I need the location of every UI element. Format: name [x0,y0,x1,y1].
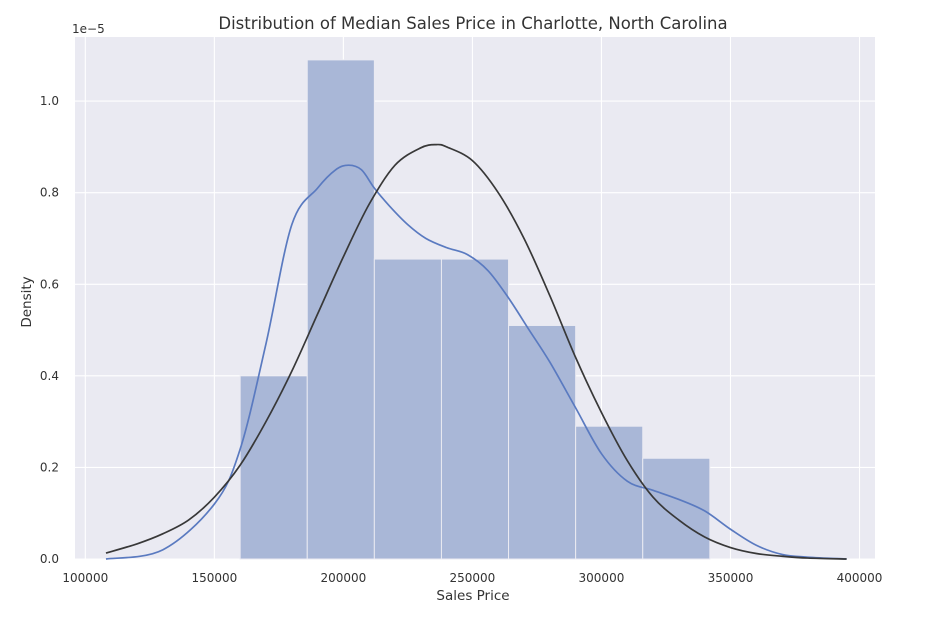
histogram-bar [306,59,375,560]
y-tick-label: 1.0 [40,94,59,108]
chart-title: Distribution of Median Sales Price in Ch… [218,14,727,33]
y-scale-label: 1e−5 [72,22,105,36]
x-tick-label: 200000 [320,571,366,585]
kde-curve [105,164,847,560]
normal-fit-curve [105,143,847,560]
curves [105,143,847,560]
y-tick-label: 0.4 [40,369,59,383]
y-tick-label: 0.0 [40,552,59,566]
x-tick-label: 350000 [708,571,754,585]
histogram-bar [440,258,510,560]
x-tick-label: 150000 [191,571,237,585]
x-axis-label: Sales Price [436,588,509,604]
x-tick-label: 250000 [450,571,496,585]
y-tick-label: 0.8 [40,186,59,200]
x-tick-label: 100000 [62,571,108,585]
histogram-bar [239,375,308,560]
histogram-bar [373,258,442,560]
histogram-bar [508,324,577,560]
histogram-bar [575,425,644,560]
y-tick-label: 0.6 [40,277,59,291]
y-tick-label: 0.2 [40,460,59,474]
tick-labels: 100000 150000 200000 250000 300000 350000 4000… [40,94,883,585]
histogram-bars [239,59,711,560]
x-tick-label: 400000 [837,571,883,585]
y-axis-label: Density [19,276,35,327]
x-tick-label: 300000 [579,571,625,585]
